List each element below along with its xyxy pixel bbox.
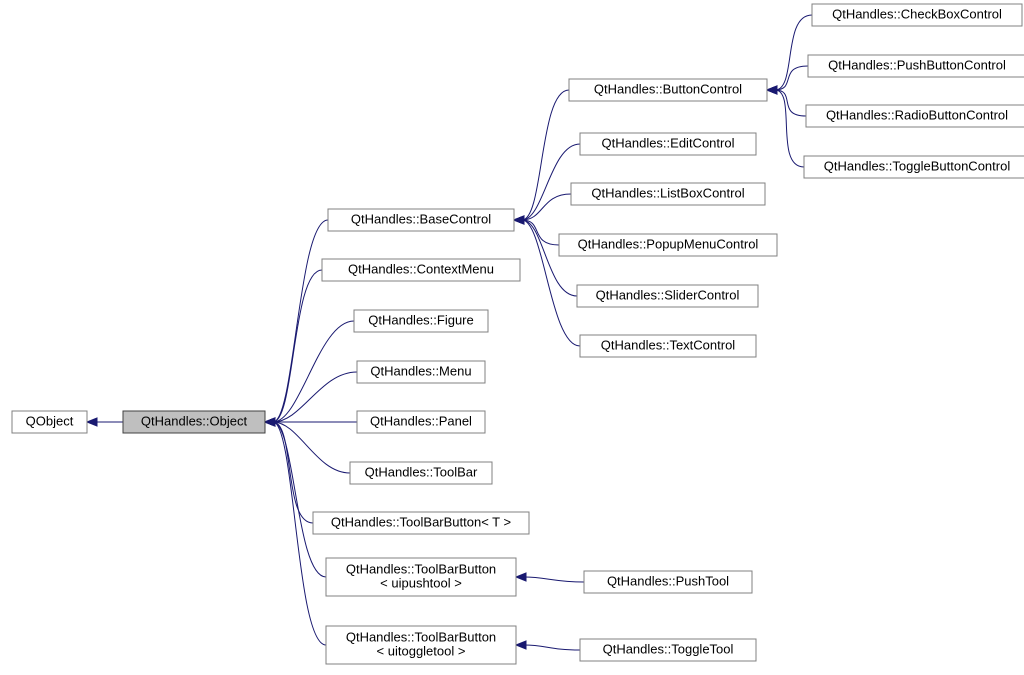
edge-listboxcontrol-to-basecontrol	[522, 194, 571, 220]
node-toggletool[interactable]: QtHandles::ToggleTool	[580, 639, 756, 661]
arrowhead-toolbarbtnTog-to-object	[265, 418, 275, 426]
node-contextmenu[interactable]: QtHandles::ContextMenu	[322, 259, 520, 281]
node-toggletool-label: QtHandles::ToggleTool	[603, 641, 734, 656]
node-figure-label: QtHandles::Figure	[368, 312, 474, 327]
edge-editcontrol-to-basecontrol	[522, 144, 580, 220]
node-toolbarbtnT-label: QtHandles::ToolBarButton< T >	[331, 514, 511, 529]
node-menu-label: QtHandles::Menu	[370, 363, 471, 378]
node-textcontrol[interactable]: QtHandles::TextControl	[580, 335, 756, 357]
node-listboxcontrol[interactable]: QtHandles::ListBoxControl	[571, 183, 765, 205]
node-toolbarbtnTog-label: QtHandles::ToolBarButton	[346, 629, 496, 644]
node-listboxcontrol-label: QtHandles::ListBoxControl	[591, 185, 744, 200]
node-popupmenu[interactable]: QtHandles::PopupMenuControl	[559, 234, 777, 256]
node-panel[interactable]: QtHandles::Panel	[357, 411, 485, 433]
node-object-label: QtHandles::Object	[141, 413, 248, 428]
edge-pushbutton-to-buttoncontrol	[775, 66, 808, 90]
node-qobject-label: QObject	[26, 413, 74, 428]
node-pushbutton[interactable]: QtHandles::PushButtonControl	[808, 55, 1024, 77]
node-checkbox[interactable]: QtHandles::CheckBoxControl	[812, 4, 1022, 26]
node-pushbutton-label: QtHandles::PushButtonControl	[828, 57, 1006, 72]
node-toolbarbtnTog[interactable]: QtHandles::ToolBarButton< uitoggletool >	[326, 626, 516, 664]
node-toolbar[interactable]: QtHandles::ToolBar	[350, 462, 492, 484]
node-panel-label: QtHandles::Panel	[370, 413, 472, 428]
edge-slidercontrol-to-basecontrol	[522, 220, 577, 296]
node-popupmenu-label: QtHandles::PopupMenuControl	[578, 236, 759, 251]
node-toolbarbtnT[interactable]: QtHandles::ToolBarButton< T >	[313, 512, 529, 534]
node-editcontrol-label: QtHandles::EditControl	[602, 135, 735, 150]
arrowhead-object-to-qobject	[87, 418, 97, 426]
node-object[interactable]: QtHandles::Object	[123, 411, 265, 433]
node-buttoncontrol[interactable]: QtHandles::ButtonControl	[569, 79, 767, 101]
node-contextmenu-label: QtHandles::ContextMenu	[348, 261, 494, 276]
node-togglebutton[interactable]: QtHandles::ToggleButtonControl	[804, 156, 1024, 178]
node-togglebutton-label: QtHandles::ToggleButtonControl	[824, 158, 1011, 173]
edge-contextmenu-to-object	[273, 270, 322, 422]
node-toolbarbtnPush-label: < uipushtool >	[380, 575, 462, 590]
node-radiobutton-label: QtHandles::RadioButtonControl	[826, 107, 1008, 122]
node-radiobutton[interactable]: QtHandles::RadioButtonControl	[806, 105, 1024, 127]
node-textcontrol-label: QtHandles::TextControl	[601, 337, 736, 352]
node-editcontrol[interactable]: QtHandles::EditControl	[580, 133, 756, 155]
node-qobject[interactable]: QObject	[12, 411, 87, 433]
node-toolbarbtnTog-label: < uitoggletool >	[377, 643, 466, 658]
edge-radiobutton-to-buttoncontrol	[775, 90, 806, 116]
inheritance-diagram: QObject QtHandles::Object QtHandles::BaseC…	[0, 0, 1024, 675]
node-basecontrol[interactable]: QtHandles::BaseControl	[328, 209, 514, 231]
edge-togglebutton-to-buttoncontrol	[775, 90, 804, 167]
edge-pushtool-to-toolbarbtnPush	[524, 577, 584, 582]
edge-toggletool-to-toolbarbtnTog	[524, 645, 580, 650]
node-checkbox-label: QtHandles::CheckBoxControl	[832, 6, 1002, 21]
node-slidercontrol[interactable]: QtHandles::SliderControl	[577, 285, 758, 307]
edge-figure-to-object	[273, 321, 354, 422]
node-toolbarbtnPush-label: QtHandles::ToolBarButton	[346, 561, 496, 576]
node-toolbarbtnPush[interactable]: QtHandles::ToolBarButton< uipushtool >	[326, 558, 516, 596]
edge-checkbox-to-buttoncontrol	[775, 15, 812, 90]
arrowhead-toggletool-to-toolbarbtnTog	[516, 641, 526, 649]
edge-popupmenu-to-basecontrol	[522, 220, 559, 245]
node-slidercontrol-label: QtHandles::SliderControl	[596, 287, 740, 302]
arrowhead-textcontrol-to-basecontrol	[514, 216, 524, 224]
arrowhead-pushtool-to-toolbarbtnPush	[516, 573, 526, 581]
node-pushtool[interactable]: QtHandles::PushTool	[584, 571, 752, 593]
arrowhead-togglebutton-to-buttoncontrol	[767, 86, 777, 94]
node-toolbar-label: QtHandles::ToolBar	[365, 464, 478, 479]
node-figure[interactable]: QtHandles::Figure	[354, 310, 488, 332]
node-basecontrol-label: QtHandles::BaseControl	[351, 211, 491, 226]
node-buttoncontrol-label: QtHandles::ButtonControl	[594, 81, 742, 96]
node-menu[interactable]: QtHandles::Menu	[357, 361, 485, 383]
node-pushtool-label: QtHandles::PushTool	[607, 573, 729, 588]
